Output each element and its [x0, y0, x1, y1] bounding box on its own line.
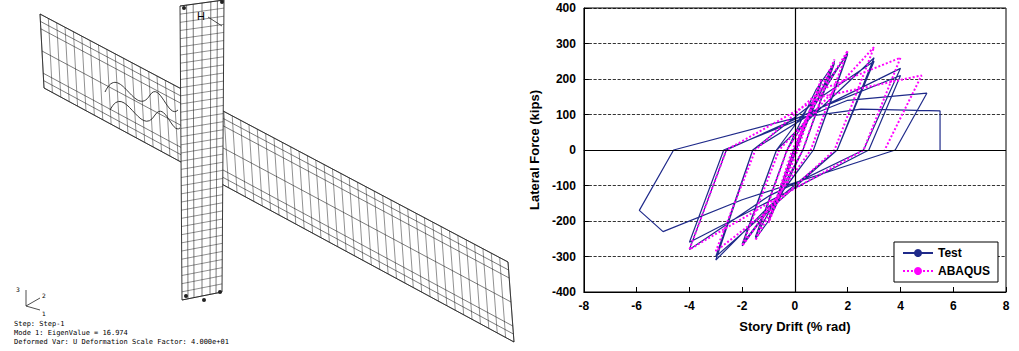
svg-text:-6: -6	[631, 299, 642, 313]
svg-text:300: 300	[556, 37, 576, 51]
svg-text:-200: -200	[552, 214, 576, 228]
svg-text:Deformed Var: U Deformation: Deformed Var: U Deformation Scale Factor…	[14, 338, 229, 346]
svg-text:-100: -100	[552, 179, 576, 193]
svg-text:Test: Test	[938, 246, 962, 260]
svg-text:100: 100	[556, 108, 576, 122]
svg-text:400: 400	[556, 1, 576, 15]
svg-text:Story Drift (% rad): Story Drift (% rad)	[739, 319, 850, 334]
svg-text:-8: -8	[579, 299, 590, 313]
svg-text:6: 6	[950, 299, 957, 313]
svg-text:-4: -4	[684, 299, 695, 313]
svg-text:ABAQUS: ABAQUS	[938, 264, 990, 278]
svg-text:8: 8	[1003, 299, 1010, 313]
svg-text:-2: -2	[737, 299, 748, 313]
svg-text:-400: -400	[552, 285, 576, 299]
svg-text:2: 2	[42, 292, 46, 299]
svg-text:200: 200	[556, 72, 576, 86]
svg-text:H: H	[197, 10, 205, 22]
svg-text:Lateral Force (kips): Lateral Force (kips)	[527, 90, 542, 210]
svg-text:3: 3	[16, 286, 20, 293]
svg-text:0: 0	[792, 299, 799, 313]
svg-text:4: 4	[897, 299, 904, 313]
svg-text:2: 2	[844, 299, 851, 313]
svg-text:Mode 1: EigenValue = 16.974: Mode 1: EigenValue = 16.974	[14, 329, 128, 337]
svg-text:0: 0	[569, 143, 576, 157]
svg-text:Step: Step-1: Step: Step-1	[14, 320, 65, 328]
svg-text:-300: -300	[552, 250, 576, 264]
svg-text:1: 1	[42, 310, 46, 317]
